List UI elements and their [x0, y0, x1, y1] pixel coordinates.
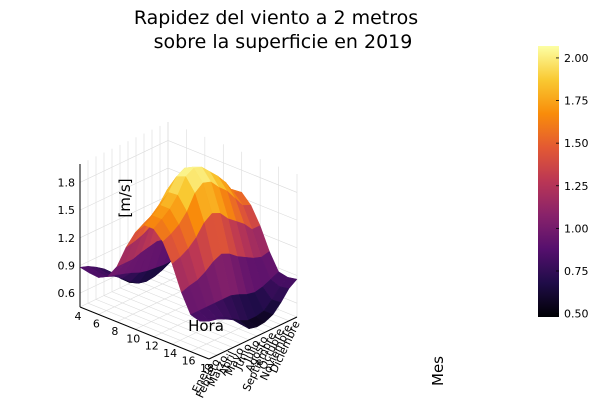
colorbar-tick-label: 0.75: [564, 265, 589, 278]
x-tick-label: 14: [163, 347, 177, 360]
x-tick-label: 6: [93, 317, 100, 330]
z-tick-label: 0.9: [58, 259, 76, 272]
x-tick-label: 4: [75, 310, 82, 323]
z-tick-label: 1.8: [58, 176, 76, 189]
colorbar-tick-label: 1.25: [564, 180, 589, 193]
z-tick-label: 1.2: [58, 232, 76, 245]
colorbar-ticks: 0.50 0.75 1.00 1.25 1.50 1.75 2.00: [556, 52, 589, 321]
y-axis-label: Mes: [429, 356, 447, 386]
colorbar: [538, 46, 559, 317]
chart-title-line-2: sobre la superficie en 2019: [154, 31, 413, 53]
x-axis-label: Hora: [188, 317, 224, 335]
chart-title-line-1: Rapidez del viento a 2 metros: [134, 7, 418, 29]
colorbar-tick-label: 1.50: [564, 137, 589, 150]
axes: [79, 164, 298, 360]
z-tick-label: 0.6: [58, 287, 76, 300]
colorbar-tick-label: 2.00: [564, 52, 589, 65]
x-tick-label: 18: [200, 362, 214, 375]
colorbar-tick-label: 0.50: [564, 308, 589, 321]
x-tick-label: 8: [111, 325, 118, 338]
x-tick-label: 16: [182, 355, 196, 368]
surface-cell: [199, 318, 218, 322]
x-tick-label: 12: [145, 340, 159, 353]
x-tick-label: 10: [126, 332, 140, 345]
z-axis-label: [m/s]: [116, 178, 134, 217]
colorbar-tick-label: 1.75: [564, 95, 589, 108]
z-tick-label: 1.5: [58, 204, 76, 217]
surface-plot: [79, 166, 298, 330]
colorbar-tick-label: 1.00: [564, 222, 589, 235]
